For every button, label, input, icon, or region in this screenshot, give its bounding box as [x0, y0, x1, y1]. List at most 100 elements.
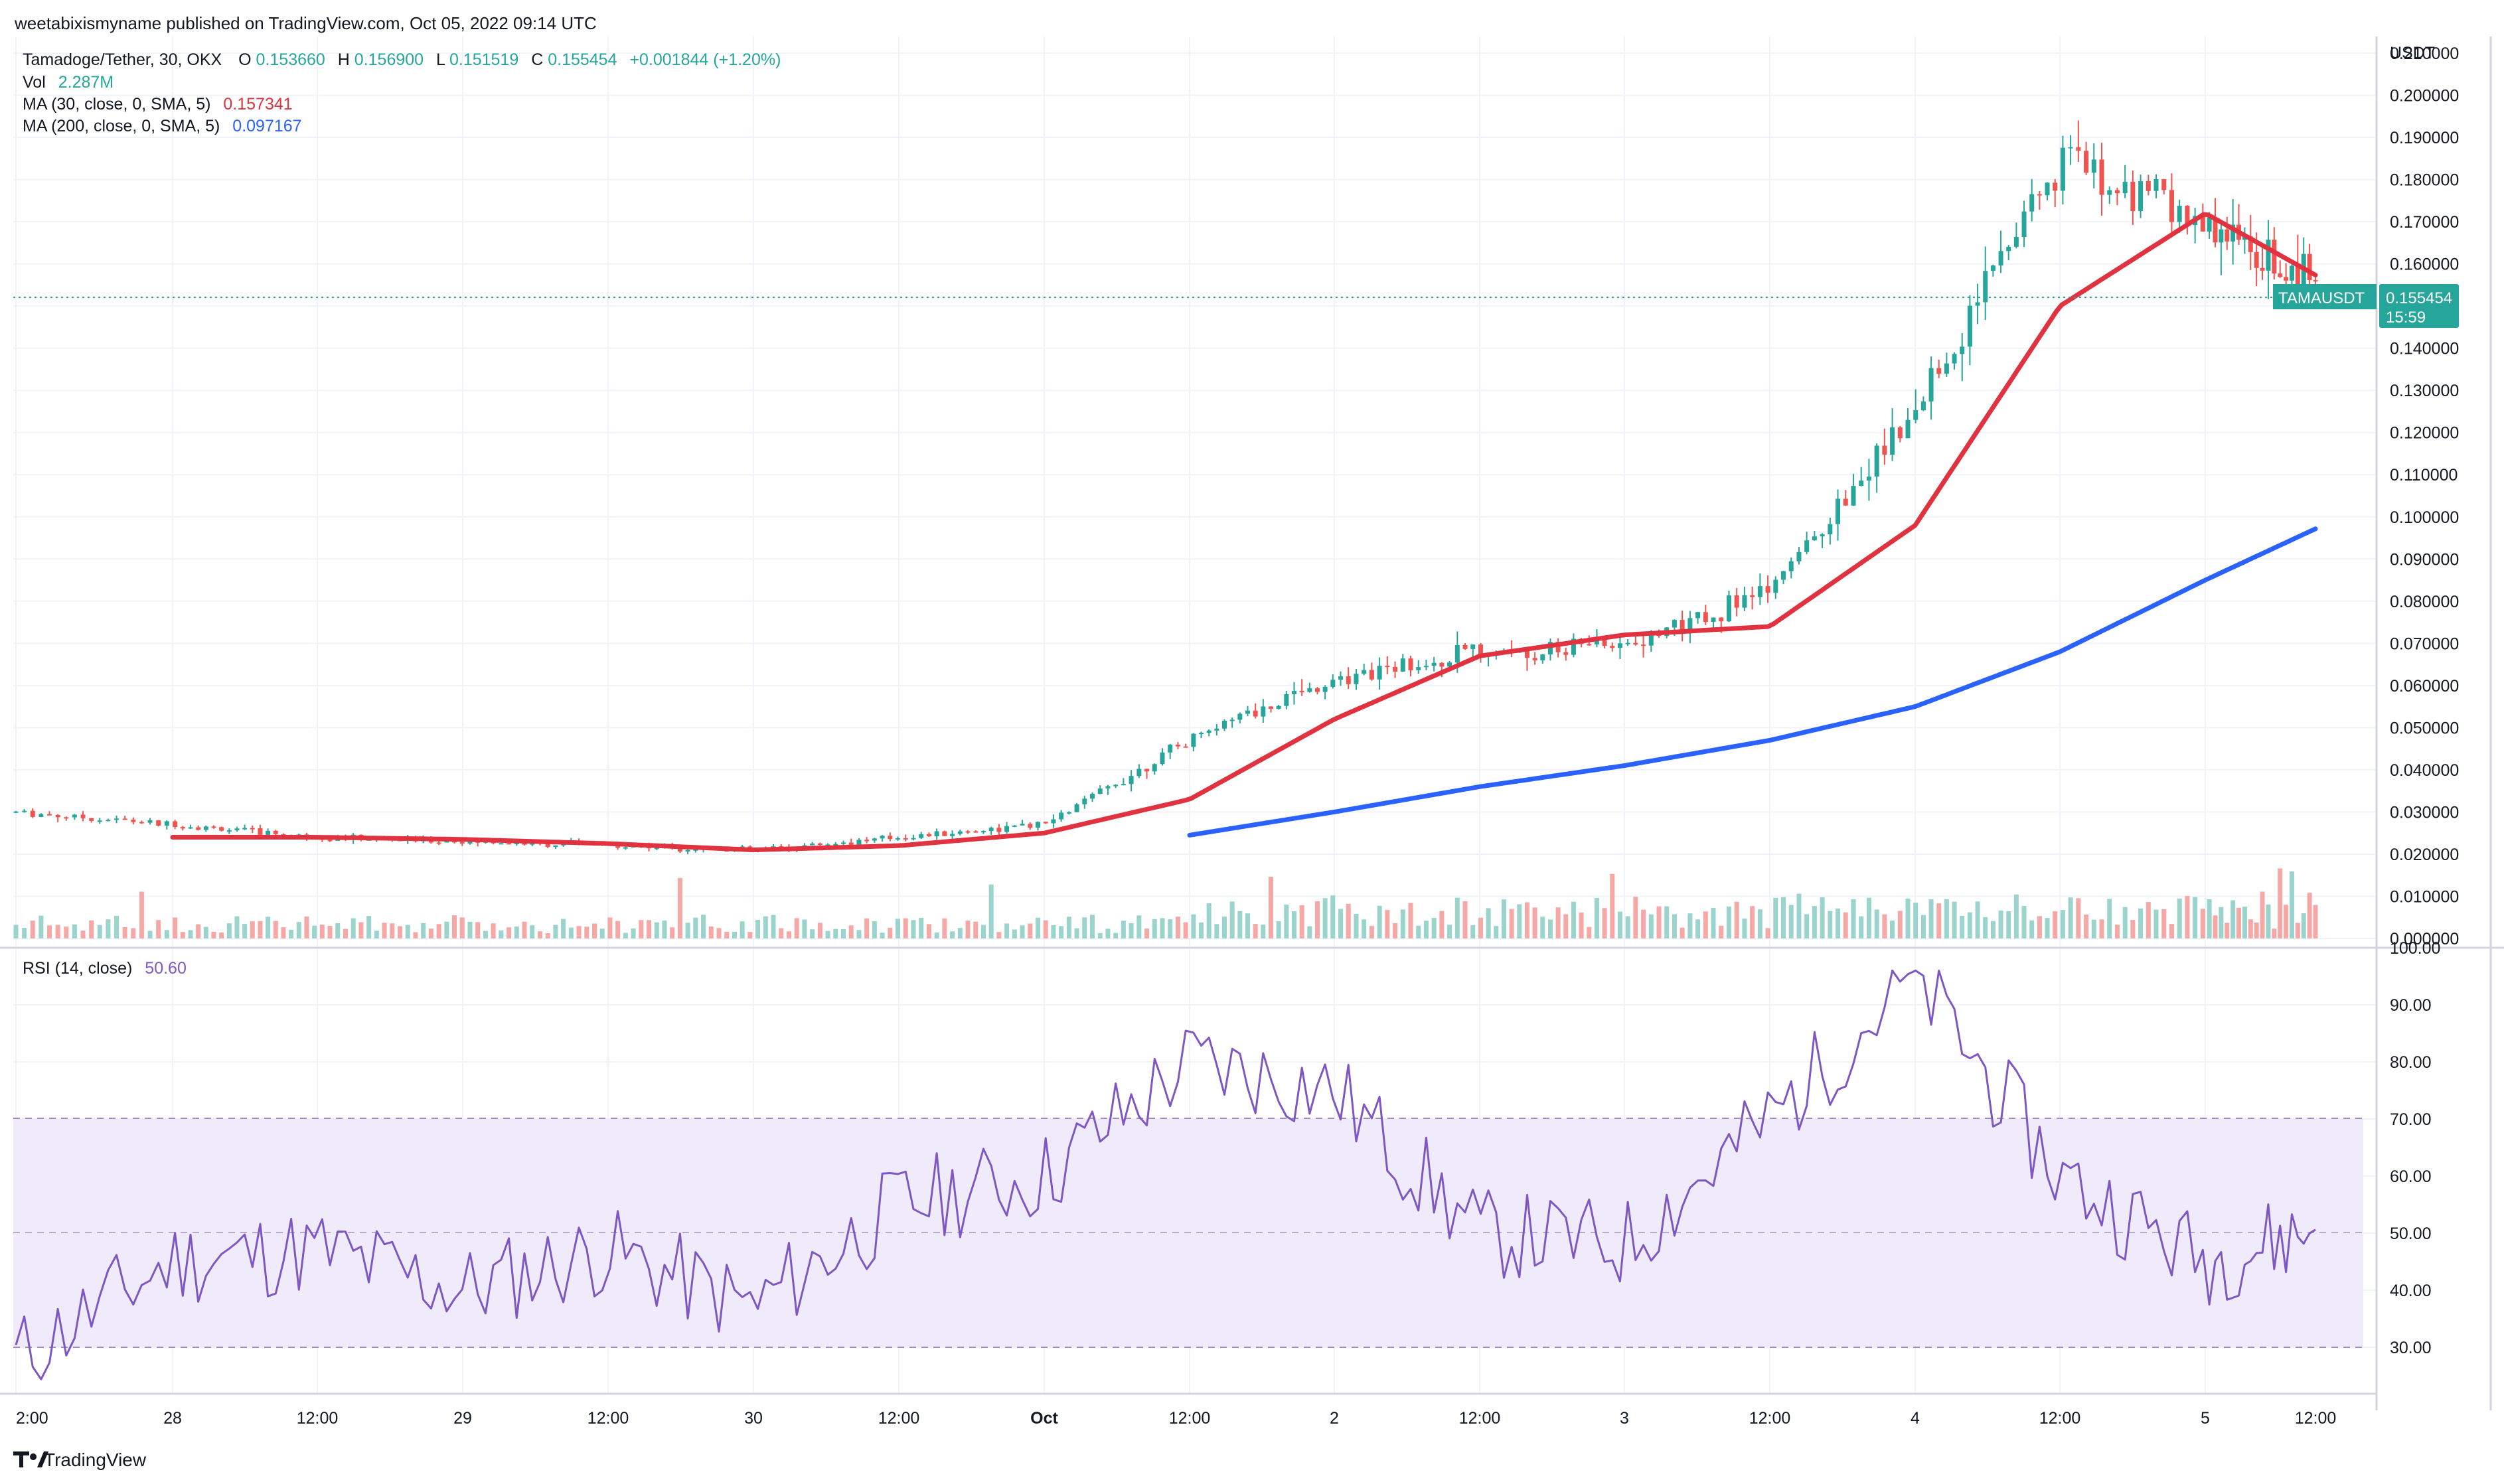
- vol-legend[interactable]: Vol 2.287M: [23, 73, 114, 92]
- ma200-legend[interactable]: MA (200, close, 0, SMA, 5) 0.097167: [23, 117, 302, 135]
- candle-body: [1113, 784, 1119, 786]
- candle-body: [1874, 445, 1879, 477]
- time-tick-label: 12:00: [1169, 1409, 1211, 1428]
- bar-countdown: 15:59: [2386, 309, 2426, 327]
- volume-bar: [755, 920, 761, 938]
- volume-bar: [1447, 925, 1452, 938]
- candle-body: [266, 830, 271, 835]
- candle-body: [1967, 305, 1972, 347]
- price-tick-label: 0.140000: [2390, 340, 2459, 358]
- candle-body: [1990, 265, 1995, 271]
- candle-body: [1843, 498, 1848, 506]
- candle-body: [1020, 824, 1025, 826]
- volume-bar: [312, 925, 317, 938]
- volume-bar: [599, 928, 605, 938]
- candle-body: [2284, 277, 2289, 281]
- candle-body: [685, 850, 690, 852]
- rsi-axis-ticks[interactable]: 100.00 90.00 80.00 70.00 60.00 50.00 40.00 30.0…: [2390, 939, 2440, 1357]
- candle-body: [2084, 151, 2089, 173]
- volume-bar: [1540, 917, 1545, 938]
- price-tick-label: 0.160000: [2390, 256, 2459, 274]
- time-tick-label: 2:00: [16, 1409, 48, 1428]
- candle-body: [1695, 612, 1701, 619]
- candle-body: [988, 828, 994, 832]
- volume-bar: [1765, 928, 1770, 938]
- candle-body: [1524, 650, 1529, 658]
- volume-bar: [1742, 919, 1747, 938]
- volume-bar: [2029, 920, 2035, 938]
- price-axis-ticks[interactable]: 0.210000 0.200000 0.190000 0.180000 0.170000…: [2390, 44, 2459, 948]
- tv-logo-icon: [13, 1451, 48, 1467]
- volume-bar: [1090, 915, 1095, 938]
- volume-bar: [1314, 901, 1320, 938]
- volume-bar: [114, 916, 119, 938]
- volume-bar: [1501, 899, 1506, 938]
- candle-body: [39, 814, 44, 817]
- ma30-line: [170, 212, 2318, 852]
- volume-bar: [1617, 911, 1622, 938]
- volume-bar: [1563, 914, 1569, 938]
- candle-body: [1594, 640, 1599, 644]
- volume-bar: [1486, 908, 1491, 938]
- volume-bar: [553, 925, 558, 938]
- volume-bar: [1299, 905, 1304, 938]
- volume-bar: [724, 932, 730, 938]
- candle-body: [1261, 706, 1266, 717]
- volume-bar: [1781, 897, 1786, 938]
- volume-bar: [1788, 905, 1794, 938]
- candle-body: [1346, 676, 1351, 684]
- candle-body: [693, 849, 698, 851]
- rsi-legend[interactable]: RSI (14, close) 50.60: [23, 959, 187, 978]
- volume-bar: [122, 927, 127, 938]
- volume-bar: [1059, 926, 1064, 938]
- candle-body: [180, 827, 185, 829]
- volume-bar: [1322, 898, 1328, 938]
- volume-bar: [289, 929, 294, 938]
- volume-bar: [374, 930, 379, 938]
- volume-bar: [1656, 906, 1662, 938]
- candle-body: [1726, 595, 1731, 622]
- candle-body: [2278, 273, 2283, 277]
- candle-body: [1610, 646, 1615, 648]
- volume-bar: [1703, 911, 1708, 938]
- volume-bar: [1035, 917, 1040, 938]
- time-axis-ticks[interactable]: 2:00 28 12:00 29 12:00 30 12:00 Oct 12:00 2 12:00 3…: [16, 1409, 2336, 1428]
- volume-bar: [1952, 901, 1957, 938]
- volume-bar: [382, 923, 387, 938]
- volume-bar: [1874, 909, 1879, 938]
- volume-bar: [2006, 911, 2011, 938]
- rsi-tick-label: 60.00: [2390, 1167, 2432, 1186]
- volume-bar: [1494, 926, 1499, 938]
- l-value: 0.151519: [449, 50, 518, 69]
- candle-body: [950, 834, 955, 836]
- volume-bar: [716, 928, 722, 938]
- candle-body: [1625, 642, 1630, 644]
- candle-body: [2185, 205, 2190, 226]
- candle-body: [1587, 644, 1592, 646]
- price-tick-label: 0.210000: [2390, 44, 2459, 63]
- volume-bar: [1470, 925, 1476, 938]
- candle-body: [139, 822, 144, 824]
- ma30-legend[interactable]: MA (30, close, 0, SMA, 5) 0.157341: [23, 95, 293, 113]
- volume-bar: [1680, 927, 1685, 938]
- volume-bar: [833, 928, 838, 938]
- volume-bar: [1594, 897, 1599, 938]
- volume-bar: [786, 931, 791, 938]
- candle-body: [436, 842, 441, 844]
- candle-body: [1082, 798, 1087, 804]
- candle-body: [841, 842, 846, 844]
- candle-body: [1773, 579, 1778, 593]
- volume-bar: [825, 930, 830, 938]
- candle-body: [1408, 658, 1413, 670]
- candle-body: [1377, 666, 1382, 680]
- candle-body: [1804, 540, 1810, 552]
- volume-bar: [507, 927, 512, 938]
- candle-body: [911, 838, 916, 840]
- tv-brand-text: TradingView: [44, 1449, 147, 1470]
- tradingview-logo[interactable]: TradingView: [13, 1449, 147, 1470]
- volume-bar: [1462, 901, 1468, 938]
- volume-bar: [817, 923, 822, 938]
- volume-bar: [219, 932, 224, 938]
- candle-body: [1253, 710, 1258, 717]
